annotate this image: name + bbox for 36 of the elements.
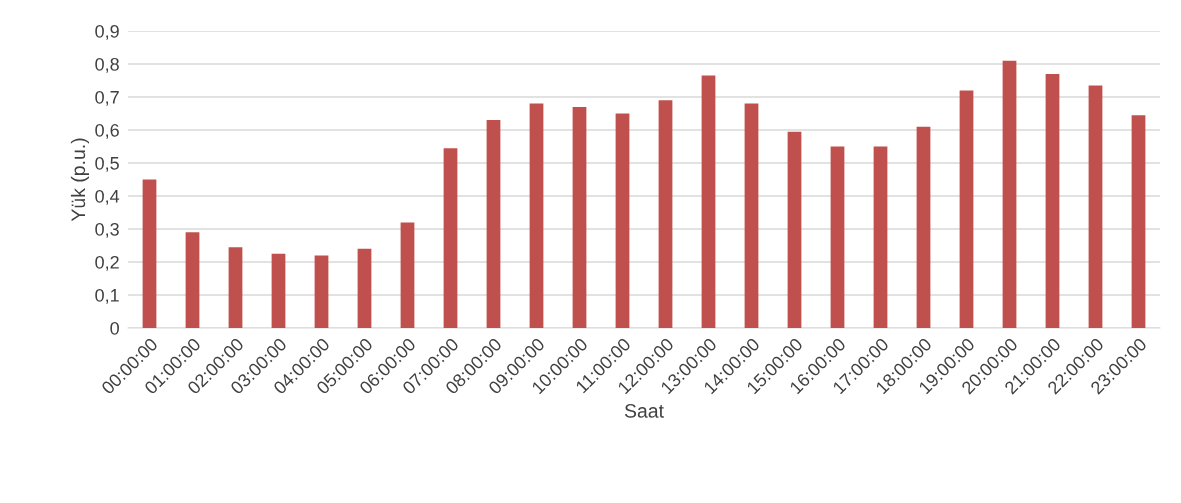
bar (1045, 73, 1060, 328)
bar (959, 90, 974, 328)
bar (1088, 85, 1103, 328)
y-tick-label: 0,9 (95, 24, 119, 40)
bar (228, 247, 243, 328)
y-tick-label: 0,6 (95, 123, 119, 139)
y-tick-label: 0,2 (95, 255, 119, 271)
bar (916, 126, 931, 328)
bar (1002, 60, 1017, 328)
y-axis-title: Yük (p.u.) (70, 138, 90, 222)
bar (658, 100, 673, 328)
y-tick-label: 0 (110, 321, 119, 335)
bar (744, 103, 759, 328)
bar (572, 106, 587, 328)
bar (185, 232, 200, 328)
y-tick-label: 0,8 (95, 57, 119, 73)
bar (357, 248, 372, 328)
bar (1131, 115, 1146, 328)
y-tick-label: 0,7 (95, 90, 119, 106)
x-axis-title: Saat (624, 404, 664, 418)
y-tick-label: 0,5 (95, 156, 119, 172)
bar (873, 146, 888, 328)
bar (830, 146, 845, 328)
bar (142, 179, 157, 328)
bar (314, 255, 329, 328)
bar (400, 222, 415, 328)
bar (486, 120, 501, 328)
y-tick-label: 0,4 (95, 189, 120, 205)
bar (271, 253, 286, 328)
y-tick-label: 0,1 (95, 288, 119, 304)
bar (701, 75, 716, 328)
bar (615, 113, 630, 328)
bar (443, 148, 458, 328)
bar (787, 131, 802, 328)
bar (529, 103, 544, 328)
y-tick-label: 0,3 (95, 222, 119, 238)
